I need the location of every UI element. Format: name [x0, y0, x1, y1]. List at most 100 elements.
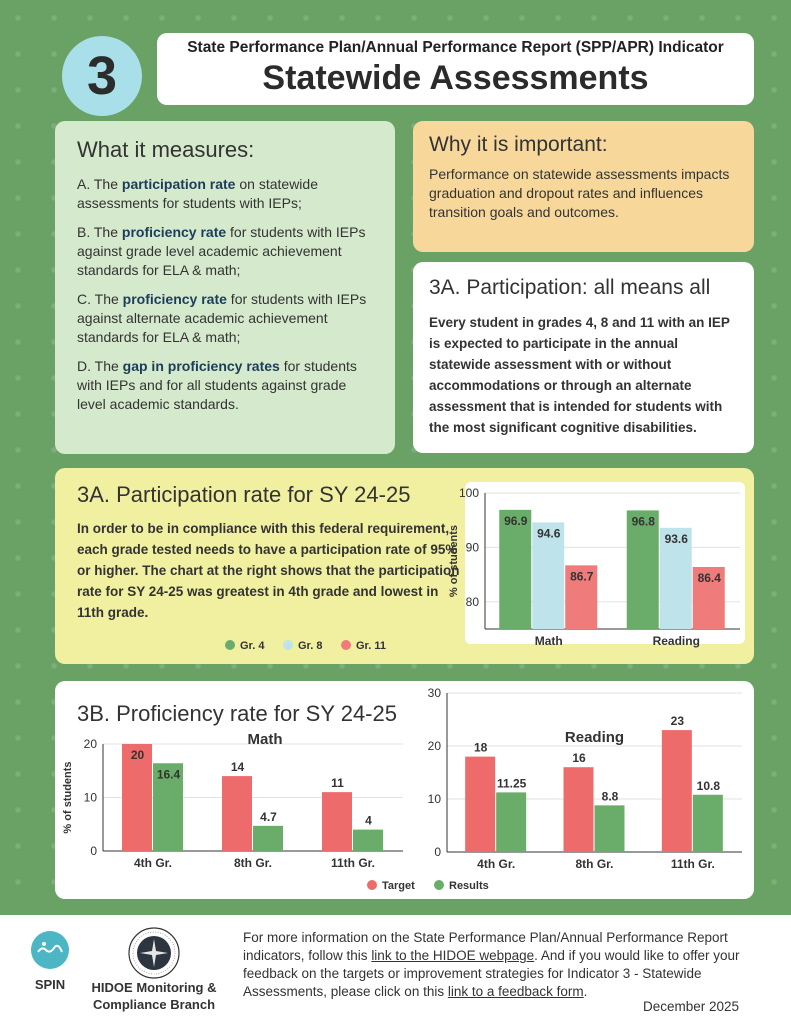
y-axis-label: % of students — [448, 525, 460, 597]
bar — [322, 792, 352, 851]
y-tick-label: 20 — [84, 737, 98, 751]
data-label: 16 — [572, 751, 586, 765]
bar — [563, 767, 594, 852]
footer-text: For more information on the State Perfor… — [243, 929, 753, 1001]
y-tick-label: 10 — [84, 791, 98, 805]
legend-label: Results — [449, 880, 489, 892]
seal-star-shape — [140, 939, 168, 967]
bar — [594, 805, 625, 852]
proficiency-panel: 3B. Proficiency rate for SY 24-25 0 10 20%… — [55, 681, 754, 899]
bar — [499, 509, 532, 629]
participation-chart: 80 90 100 % of students 96.9 94.6 86.7 Math 96.8… — [225, 482, 745, 652]
x-tick-label: 11th Gr. — [671, 857, 715, 871]
participation-rate-heading: 3A. Participation rate for SY 24-25 — [77, 482, 411, 507]
data-label: 4 — [365, 814, 372, 828]
bar — [692, 566, 725, 629]
y-tick-label: 20 — [428, 739, 442, 753]
y-tick-label: 100 — [459, 486, 479, 500]
y-tick-label: 0 — [434, 845, 441, 859]
bar — [626, 510, 659, 629]
bar — [153, 763, 183, 851]
x-tick-label: 4th Gr. — [477, 857, 515, 871]
bar — [659, 527, 692, 629]
bar — [692, 794, 723, 852]
measures-heading: What it measures: — [77, 137, 255, 162]
data-label: 11 — [331, 776, 344, 790]
proficiency-charts: 0 10 20 % of students Math 20 16.4 4th Gr. 14 4.7… — [62, 686, 742, 892]
data-label: 96.9 — [504, 514, 528, 528]
data-label: 96.8 — [632, 514, 656, 528]
measures-item-b: B. The proficiency rate for students wit… — [77, 224, 366, 278]
spin-logo — [31, 931, 69, 969]
data-label: 4.7 — [260, 810, 277, 824]
legend-marker — [367, 880, 377, 890]
hidoe-seal-icon — [128, 927, 180, 979]
hidoe-webpage-link[interactable]: link to the HIDOE webpage — [371, 948, 535, 963]
data-label: 18 — [474, 741, 488, 755]
legend-marker — [341, 640, 351, 650]
x-tick-label: 8th Gr. — [575, 857, 613, 871]
seal-dotted-ring — [132, 931, 176, 975]
legend-marker — [434, 880, 444, 890]
proficiency-heading: 3B. Proficiency rate for SY 24-25 — [77, 701, 397, 726]
bar — [253, 825, 283, 851]
bar — [532, 522, 565, 629]
x-tick-label: 11th Gr. — [331, 856, 375, 870]
data-label: 94.6 — [537, 526, 561, 540]
participation-info-body: Every student in grades 4, 8 and 11 with… — [429, 315, 730, 435]
chart-title: Math — [248, 731, 283, 748]
data-label: 8.8 — [602, 789, 619, 803]
page-title: Statewide Assessments — [262, 59, 649, 97]
measures-item-c: C. The proficiency rate for students wit… — [77, 291, 367, 345]
bar — [465, 756, 496, 852]
spin-label: SPIN — [34, 977, 66, 992]
spin-logo-dot — [42, 942, 46, 946]
indicator-number-badge: 3 — [62, 36, 142, 116]
legend-label: Target — [382, 880, 415, 892]
participation-info-heading: 3A. Participation: all means all — [429, 276, 711, 299]
x-tick-label: Reading — [653, 634, 700, 648]
data-label: 11.25 — [497, 776, 527, 790]
y-tick-label: 80 — [466, 595, 480, 609]
header-subtitle: State Performance Plan/Annual Performanc… — [187, 39, 724, 56]
title-box: State Performance Plan/Annual Performanc… — [157, 33, 754, 105]
y-tick-label: 90 — [466, 540, 480, 554]
branch-label: HIDOE Monitoring & Compliance Branch — [89, 979, 219, 1013]
bar — [122, 744, 152, 851]
why-body: Performance on statewide assessments imp… — [429, 166, 730, 220]
y-tick-label: 0 — [90, 844, 97, 858]
data-label: 16.4 — [157, 767, 181, 781]
bar — [222, 776, 252, 851]
data-label: 93.6 — [665, 532, 689, 546]
chart-title: Reading — [565, 729, 624, 746]
legend-label: Gr. 11 — [356, 640, 386, 652]
x-tick-label: 4th Gr. — [134, 856, 172, 870]
x-tick-label: 8th Gr. — [234, 856, 272, 870]
footer-text-2: . And if you would like to offer your fe… — [243, 948, 740, 999]
spin-logo-circle — [31, 931, 69, 969]
data-label: 10.8 — [697, 779, 721, 793]
participation-info-panel: 3A. Participation: all means all Every s… — [413, 262, 754, 453]
legend-label: Gr. 8 — [298, 640, 322, 652]
data-label: 20 — [131, 748, 145, 762]
legend-marker — [225, 640, 235, 650]
bar — [496, 792, 527, 852]
y-tick-label: 30 — [428, 686, 442, 700]
feedback-form-link[interactable]: link to a feedback form — [447, 984, 584, 999]
footer-date: December 2025 — [643, 999, 740, 1014]
legend-marker — [283, 640, 293, 650]
data-label: 86.4 — [698, 571, 722, 585]
branch-label-line-1: HIDOE Monitoring & — [91, 980, 217, 995]
branch-label-line-2: Compliance Branch — [92, 997, 216, 1012]
why-heading: Why it is important: — [429, 133, 608, 156]
data-label: 86.7 — [570, 569, 594, 583]
bar — [565, 565, 598, 629]
footer-text-1: For more information on the State Perfor… — [243, 930, 728, 963]
why-important-panel: Why it is important: Performance on stat… — [413, 121, 754, 252]
data-label: 14 — [231, 760, 245, 774]
measures-item-a: A. The participation rate on statewide a… — [77, 176, 318, 211]
x-tick-label: Math — [535, 634, 563, 648]
bar — [353, 829, 383, 851]
bar — [661, 730, 692, 852]
y-axis-label: % of students — [62, 761, 74, 833]
